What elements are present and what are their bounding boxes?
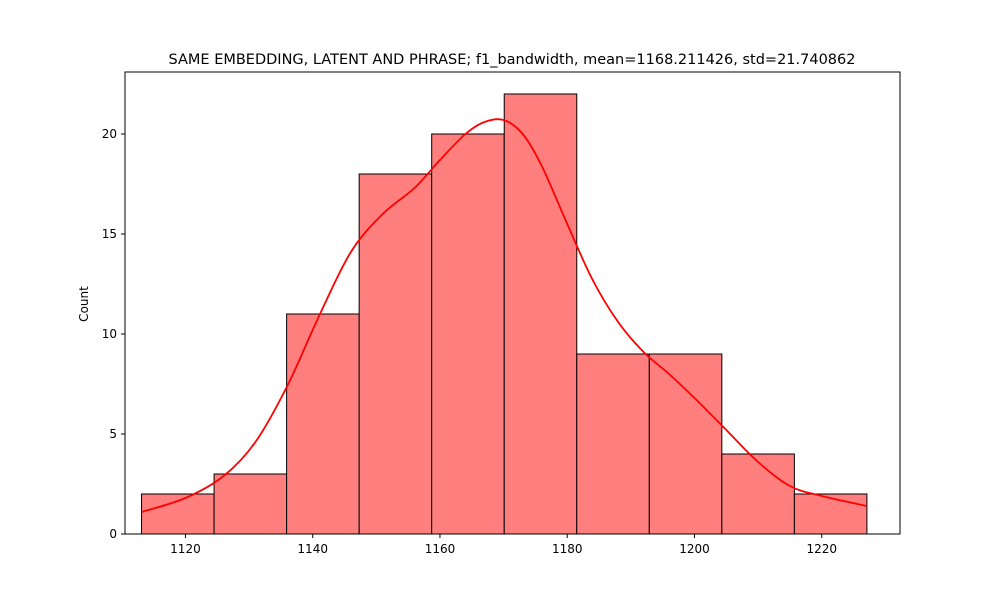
chart-title: SAME EMBEDDING, LATENT AND PHRASE; f1_ba…	[169, 52, 856, 68]
x-tick-label: 1120	[170, 542, 201, 556]
kde-curve	[141, 118, 868, 513]
x-tick-label: 1160	[425, 542, 456, 556]
x-tick-label: 1200	[679, 542, 710, 556]
x-axis-ticks: 1120 1140 1160 1180 1200 1220	[170, 534, 837, 556]
histogram-bar	[431, 133, 505, 535]
x-tick-label: 1140	[297, 542, 328, 556]
y-tick-label: 5	[109, 427, 117, 441]
y-axis-ticks: 0 5 10 15 20	[102, 127, 125, 541]
histogram-bar	[721, 453, 795, 535]
y-axis-label: Count	[77, 286, 91, 322]
plot-frame	[124, 71, 901, 535]
histogram-bars	[141, 93, 868, 535]
x-tick-label: 1220	[806, 542, 837, 556]
histogram-bar	[286, 313, 360, 535]
y-tick-label: 15	[102, 227, 117, 241]
histogram-bar	[141, 493, 215, 535]
histogram-bar	[576, 353, 650, 535]
histogram-bar	[793, 493, 868, 535]
y-tick-label: 10	[102, 327, 117, 341]
histogram-bar	[648, 353, 723, 535]
histogram-bar	[358, 173, 433, 535]
y-tick-label: 20	[102, 127, 117, 141]
histogram-bar	[503, 93, 578, 535]
y-tick-label: 0	[109, 527, 117, 541]
x-tick-label: 1180	[552, 542, 583, 556]
histogram-bar	[213, 473, 288, 535]
